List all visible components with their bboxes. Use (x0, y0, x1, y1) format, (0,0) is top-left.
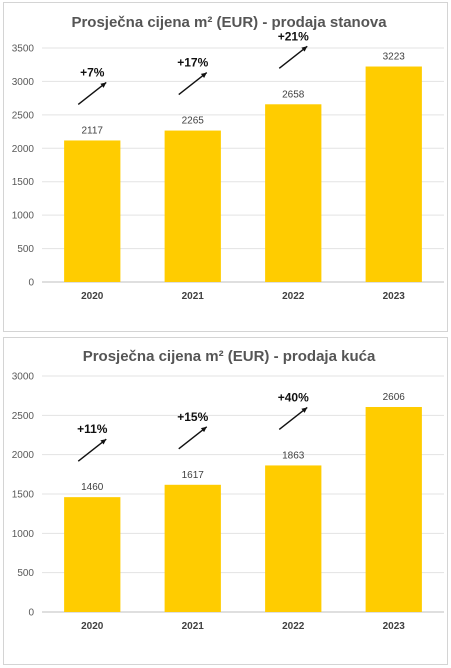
y-tick-label: 2500 (12, 110, 35, 121)
x-tick-label: 2021 (182, 291, 205, 302)
growth-annotation: +40% (278, 390, 309, 430)
growth-label: +21% (278, 29, 309, 43)
chart-title: Prosječna cijena m² (EUR) - prodaja kuća (83, 348, 376, 365)
growth-arrow-icon (278, 45, 308, 69)
bar (365, 66, 422, 282)
y-tick-label: 2000 (12, 450, 35, 461)
y-tick-label: 3500 (12, 44, 35, 55)
data-label: 1863 (282, 450, 305, 461)
growth-arrow-icon (77, 81, 107, 106)
y-tick-label: 0 (28, 278, 34, 289)
data-label: 2117 (81, 125, 103, 136)
bar (64, 497, 121, 612)
data-label: 2265 (182, 116, 205, 127)
data-label: 2658 (282, 89, 305, 100)
growth-annotation: +7% (77, 65, 107, 106)
houses-price-chart: Prosječna cijena m² (EUR) - prodaja kuća… (3, 337, 448, 665)
y-tick-label: 0 (28, 608, 34, 619)
growth-annotation: +11% (77, 422, 108, 462)
growth-annotation: +15% (177, 410, 209, 450)
arrow-head-icon (100, 82, 107, 88)
growth-label: +7% (80, 65, 105, 79)
y-tick-label: 1500 (12, 177, 35, 188)
x-tick-label: 2023 (383, 621, 406, 632)
x-tick-label: 2021 (182, 621, 205, 632)
apartments-chart-svg: Prosječna cijena m² (EUR) - prodaja stan… (12, 14, 444, 302)
growth-annotation: +17% (177, 56, 209, 96)
apartments-price-chart: Prosječna cijena m² (EUR) - prodaja stan… (3, 2, 448, 332)
x-tick-label: 2023 (383, 291, 406, 302)
bar (164, 484, 221, 612)
houses-chart-svg: Prosječna cijena m² (EUR) - prodaja kuća… (12, 348, 444, 632)
growth-arrow-icon (77, 438, 107, 462)
growth-annotation: +21% (278, 29, 309, 69)
data-label: 1617 (182, 470, 205, 481)
x-tick-label: 2022 (282, 621, 305, 632)
chart-title: Prosječna cijena m² (EUR) - prodaja stan… (71, 14, 387, 31)
growth-arrow-icon (278, 406, 308, 430)
arrow-head-icon (301, 46, 308, 52)
arrow-head-icon (200, 426, 207, 433)
bar (365, 406, 422, 612)
data-label: 2606 (383, 392, 406, 403)
data-label: 3223 (383, 52, 406, 63)
bar (64, 140, 121, 282)
x-tick-label: 2020 (81, 291, 104, 302)
growth-label: +11% (77, 422, 108, 436)
y-tick-label: 2500 (12, 411, 35, 422)
bar (265, 104, 322, 282)
growth-label: +17% (177, 56, 208, 70)
arrow-head-icon (200, 72, 207, 78)
arrow-head-icon (301, 407, 308, 413)
growth-label: +40% (278, 390, 309, 404)
growth-arrow-icon (178, 72, 208, 96)
bar (164, 130, 221, 282)
y-tick-label: 500 (17, 244, 34, 255)
data-label: 1460 (81, 482, 104, 493)
growth-label: +15% (177, 410, 208, 424)
bar (265, 465, 322, 612)
y-tick-label: 3000 (12, 372, 35, 383)
y-tick-label: 1000 (12, 529, 35, 540)
y-tick-label: 1000 (12, 211, 35, 222)
x-tick-label: 2022 (282, 291, 305, 302)
y-tick-label: 500 (17, 568, 34, 579)
x-tick-label: 2020 (81, 621, 104, 632)
y-tick-label: 1500 (12, 490, 35, 501)
arrow-head-icon (100, 439, 107, 445)
growth-arrow-icon (178, 426, 208, 450)
y-tick-label: 3000 (12, 77, 35, 88)
y-tick-label: 2000 (12, 144, 35, 155)
